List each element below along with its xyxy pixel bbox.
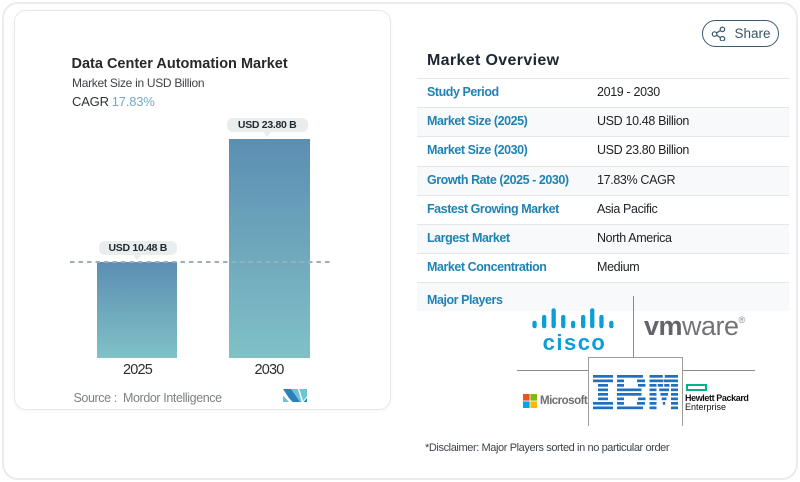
svg-text:cisco: cisco	[543, 330, 607, 354]
